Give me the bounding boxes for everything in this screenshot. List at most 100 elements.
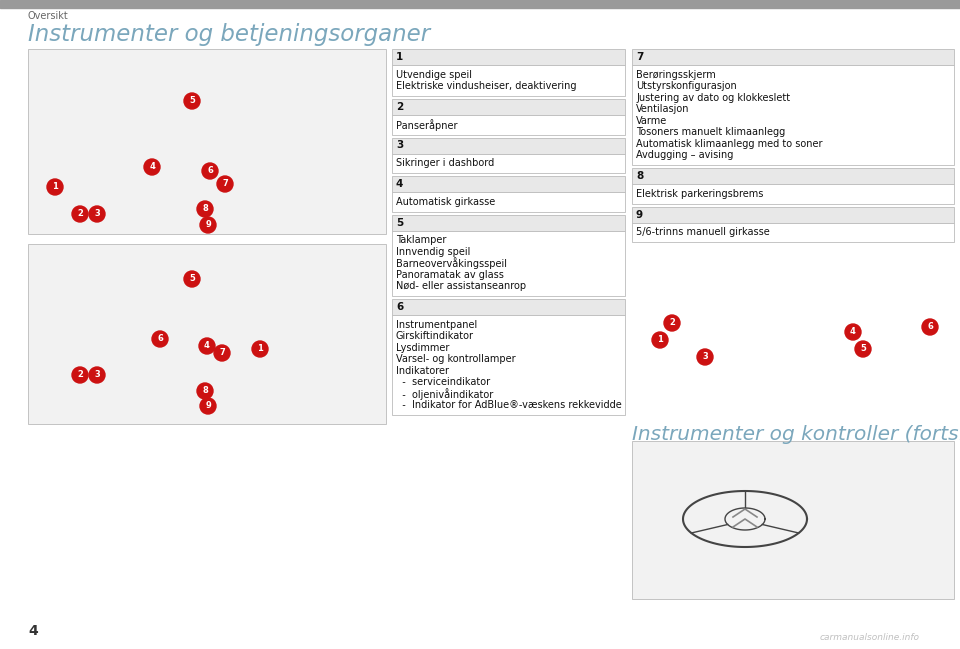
Text: 6: 6 [927,322,933,331]
Text: 3: 3 [94,370,100,379]
Circle shape [197,201,213,217]
Text: 5: 5 [396,217,403,228]
FancyBboxPatch shape [392,230,625,296]
Text: Girskiftindikator: Girskiftindikator [396,331,474,341]
Text: 7: 7 [636,52,643,62]
Text: -  Indikator for AdBlue®-væskens rekkevidde: - Indikator for AdBlue®-væskens rekkevid… [396,400,622,410]
Text: Automatisk girkasse: Automatisk girkasse [396,197,495,207]
Text: 4: 4 [396,179,403,189]
FancyBboxPatch shape [632,206,954,223]
Circle shape [697,349,713,365]
Text: 9: 9 [636,210,643,219]
FancyBboxPatch shape [632,65,954,165]
FancyBboxPatch shape [28,244,386,424]
Circle shape [664,315,680,331]
Circle shape [197,383,213,399]
Circle shape [72,367,88,383]
Text: 4: 4 [149,162,155,171]
Circle shape [855,341,871,357]
Text: Justering av dato og klokkeslett: Justering av dato og klokkeslett [636,93,790,103]
Text: Barneovervåkingsspeil: Barneovervåkingsspeil [396,257,507,269]
Circle shape [217,176,233,192]
Text: Instrumenter og kontroller (forts.): Instrumenter og kontroller (forts.) [632,424,960,443]
Circle shape [199,338,215,354]
FancyBboxPatch shape [632,223,954,242]
Text: 6: 6 [207,166,213,175]
FancyBboxPatch shape [392,99,625,115]
Text: 4: 4 [204,341,210,350]
Text: Berøringsskjerm: Berøringsskjerm [636,69,716,80]
Text: Instrumenter og betjeningsorganer: Instrumenter og betjeningsorganer [28,23,430,47]
Text: 3: 3 [94,209,100,218]
Text: Varme: Varme [636,116,667,126]
Text: 8: 8 [203,204,208,213]
FancyBboxPatch shape [632,168,954,184]
Text: 1: 1 [657,335,663,344]
Bar [0,0,960,8]
Text: 3: 3 [396,140,403,151]
Text: 5/6-trinns manuell girkasse: 5/6-trinns manuell girkasse [636,227,770,238]
Text: 9: 9 [205,220,211,229]
Text: Oversikt: Oversikt [28,11,69,21]
FancyBboxPatch shape [392,154,625,173]
Text: Panoramatak av glass: Panoramatak av glass [396,270,504,280]
FancyBboxPatch shape [392,315,625,415]
Text: Elektrisk parkeringsbrems: Elektrisk parkeringsbrems [636,189,763,199]
Circle shape [144,159,160,175]
Circle shape [214,345,230,361]
Text: 6: 6 [157,334,163,343]
FancyBboxPatch shape [392,65,625,96]
Text: Varsel- og kontrollamper: Varsel- og kontrollamper [396,354,516,364]
Text: -  serviceindikator: - serviceindikator [396,377,491,387]
FancyBboxPatch shape [632,49,954,65]
Text: 5: 5 [860,344,866,353]
Text: 1: 1 [257,344,263,353]
Text: 5: 5 [189,96,195,105]
Text: Elektriske vindusheiser, deaktivering: Elektriske vindusheiser, deaktivering [396,81,577,92]
Text: Panseråpner: Panseråpner [396,119,458,130]
Circle shape [184,93,200,109]
Text: Automatisk klimaanlegg med to soner: Automatisk klimaanlegg med to soner [636,139,823,149]
Text: 7: 7 [222,179,228,188]
Text: 6: 6 [396,302,403,312]
Text: -  oljenivåindikator: - oljenivåindikator [396,388,493,400]
Text: Tosoners manuelt klimaanlegg: Tosoners manuelt klimaanlegg [636,127,785,137]
Text: Nød- eller assistanseanrop: Nød- eller assistanseanrop [396,281,526,291]
Circle shape [652,332,668,348]
Text: 8: 8 [203,386,208,395]
FancyBboxPatch shape [392,299,625,315]
Text: Utvendige speil: Utvendige speil [396,69,472,80]
FancyBboxPatch shape [392,49,625,65]
Circle shape [200,217,216,233]
Text: 9: 9 [205,401,211,410]
FancyBboxPatch shape [28,49,386,234]
Circle shape [845,324,861,340]
Circle shape [72,206,88,222]
FancyBboxPatch shape [392,192,625,212]
Circle shape [152,331,168,347]
Text: 4: 4 [850,327,856,336]
Text: 2: 2 [396,102,403,112]
Text: Indikatorer: Indikatorer [396,366,449,376]
Text: Lysdimmer: Lysdimmer [396,343,449,353]
Circle shape [47,179,63,195]
Text: 4: 4 [28,624,37,638]
FancyBboxPatch shape [392,176,625,192]
Circle shape [200,398,216,414]
Text: 2: 2 [77,370,83,379]
FancyBboxPatch shape [392,115,625,134]
Text: carmanualsonline.info: carmanualsonline.info [820,633,920,641]
Text: 2: 2 [77,209,83,218]
FancyBboxPatch shape [632,441,954,599]
Circle shape [89,367,105,383]
Circle shape [922,319,938,335]
Circle shape [202,163,218,179]
Text: Taklamper: Taklamper [396,235,446,245]
Text: Ventilasjon: Ventilasjon [636,104,689,114]
Circle shape [89,206,105,222]
Circle shape [252,341,268,357]
Text: 1: 1 [52,182,58,191]
Text: 5: 5 [189,274,195,283]
FancyBboxPatch shape [392,138,625,154]
Text: Utstyrskonfigurasjon: Utstyrskonfigurasjon [636,81,736,92]
